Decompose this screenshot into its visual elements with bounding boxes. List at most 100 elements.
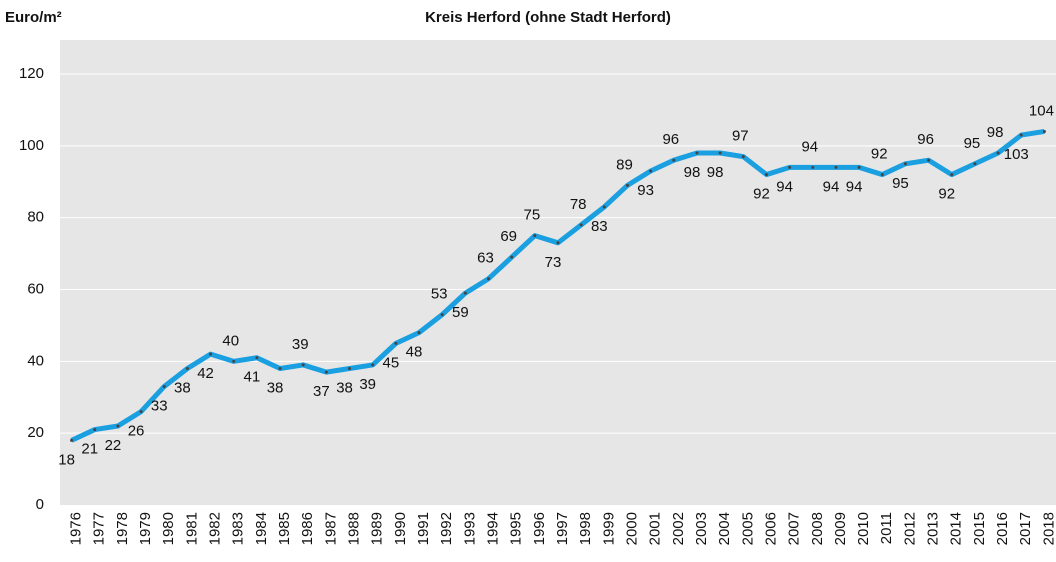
data-label: 92: [871, 146, 888, 163]
data-label: 18: [58, 451, 75, 468]
data-point: [255, 356, 259, 360]
x-tick-label: 2011: [878, 512, 895, 544]
data-point: [533, 234, 537, 238]
data-point: [764, 173, 768, 177]
x-tick-label: 1980: [160, 512, 177, 545]
data-point: [811, 165, 815, 169]
x-tick-label: 1991: [415, 512, 432, 545]
data-point: [278, 367, 282, 371]
x-tick-label: 2016: [994, 512, 1011, 545]
data-label: 96: [662, 131, 679, 148]
data-point: [834, 165, 838, 169]
x-tick-label: 1992: [438, 512, 455, 545]
x-tick-label: 2007: [786, 512, 803, 545]
x-tick-label: 1985: [276, 512, 293, 545]
data-label: 63: [477, 250, 494, 267]
y-tick-label: 120: [19, 65, 44, 82]
data-label: 69: [500, 228, 517, 245]
x-tick-label: 1999: [600, 512, 617, 545]
x-tick-label: 2004: [716, 512, 733, 545]
data-point: [1019, 133, 1023, 137]
x-tick-label: 2013: [925, 512, 942, 545]
x-tick-label: 2014: [948, 512, 965, 545]
data-point: [232, 359, 236, 363]
data-point: [880, 173, 884, 177]
data-label: 92: [753, 186, 770, 203]
x-tick-label: 1987: [322, 512, 339, 545]
x-tick-label: 1977: [91, 512, 108, 545]
data-point: [301, 363, 305, 367]
data-label: 53: [431, 286, 448, 303]
data-label: 45: [383, 354, 400, 371]
data-point: [788, 165, 792, 169]
data-label: 94: [823, 178, 840, 195]
data-point: [70, 438, 74, 442]
y-tick-label: 60: [27, 280, 44, 297]
data-point: [741, 155, 745, 159]
data-label: 97: [732, 128, 749, 145]
data-label: 83: [591, 218, 608, 235]
data-point: [903, 162, 907, 166]
data-point: [324, 370, 328, 374]
data-point: [348, 367, 352, 371]
x-tick-label: 2012: [901, 512, 918, 545]
x-tick-label: 1994: [484, 512, 501, 545]
x-tick-label: 1979: [137, 512, 154, 545]
data-point: [625, 183, 629, 187]
data-label: 94: [801, 138, 818, 155]
y-tick-label: 40: [27, 352, 44, 369]
y-tick-label: 80: [27, 209, 44, 226]
data-point: [857, 165, 861, 169]
y-tick-label: 20: [27, 424, 44, 441]
data-point: [927, 158, 931, 162]
data-point: [463, 291, 467, 295]
x-tick-label: 1983: [230, 512, 247, 545]
data-label: 94: [846, 178, 863, 195]
data-point: [394, 341, 398, 345]
x-tick-label: 2009: [832, 512, 849, 545]
data-label: 26: [128, 423, 145, 440]
data-point: [487, 277, 491, 281]
x-tick-label: 2018: [1040, 512, 1056, 545]
x-tick-label: 1988: [346, 512, 363, 545]
x-tick-label: 2015: [971, 512, 988, 545]
data-point: [510, 255, 514, 259]
data-point: [116, 424, 120, 428]
x-tick-label: 2008: [809, 512, 826, 545]
data-label: 93: [637, 182, 654, 199]
data-label: 92: [938, 186, 955, 203]
x-tick-label: 2003: [693, 512, 710, 545]
data-point: [440, 313, 444, 317]
data-label: 96: [917, 131, 934, 148]
data-label: 21: [81, 441, 98, 458]
data-label: 75: [523, 207, 540, 224]
x-tick-label: 1998: [577, 512, 594, 545]
data-label: 98: [684, 164, 701, 181]
x-tick-label: 1997: [554, 512, 571, 545]
data-point: [672, 158, 676, 162]
chart-title: Kreis Herford (ohne Stadt Herford): [425, 9, 671, 26]
data-label: 104: [1029, 102, 1054, 119]
data-label: 42: [197, 365, 214, 382]
x-tick-label: 2002: [670, 512, 687, 545]
data-label: 98: [707, 164, 724, 181]
data-point: [973, 162, 977, 166]
x-tick-label: 1986: [299, 512, 316, 545]
data-label: 40: [222, 332, 239, 349]
x-tick-label: 2005: [739, 512, 756, 545]
data-label: 41: [244, 369, 261, 386]
data-label: 98: [987, 124, 1004, 141]
data-point: [209, 352, 213, 356]
data-label: 39: [292, 336, 309, 353]
data-point: [371, 363, 375, 367]
data-point: [93, 428, 97, 432]
x-tick-label: 1989: [369, 512, 386, 545]
x-tick-label: 1996: [531, 512, 548, 545]
x-tick-label: 2017: [1017, 512, 1034, 545]
x-tick-label: 2006: [762, 512, 779, 545]
data-label: 103: [1004, 146, 1029, 163]
y-tick-label: 0: [36, 496, 44, 513]
data-point: [185, 367, 189, 371]
data-label: 33: [151, 397, 168, 414]
